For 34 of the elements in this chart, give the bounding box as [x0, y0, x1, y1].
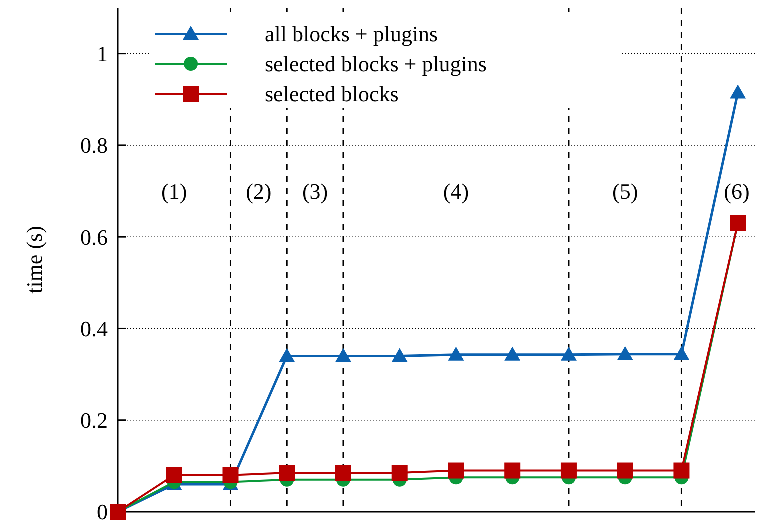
annotation: (5): [612, 179, 638, 204]
y-tick-label: 0.2: [80, 408, 108, 434]
annotation: (6): [724, 179, 750, 204]
point: [504, 346, 521, 361]
point: [560, 346, 577, 361]
point: [166, 467, 182, 484]
y-tick-label: 0.8: [80, 133, 108, 158]
annotation: (2): [246, 179, 272, 204]
point: [617, 346, 634, 360]
legend-label: selected blocks + plugins: [265, 52, 487, 77]
point: [560, 462, 577, 479]
point: [617, 462, 634, 479]
legend-label: selected blocks: [265, 82, 399, 107]
point: [335, 465, 352, 482]
annotation: (1): [162, 179, 188, 204]
annotation: (3): [302, 179, 328, 204]
y-tick-label: 0.6: [80, 224, 108, 250]
point: [222, 467, 239, 484]
point: [448, 346, 464, 361]
y-tick-label: 1: [97, 42, 108, 67]
legend-label: all blocks + plugins: [265, 22, 438, 47]
annotation: (4): [443, 179, 470, 204]
point: [504, 462, 521, 479]
point: [674, 462, 690, 479]
point: [392, 465, 408, 482]
y-tick-label: 0.4: [80, 316, 108, 342]
point: [674, 346, 690, 360]
y-tick-label: 0: [97, 500, 108, 525]
point: [335, 348, 352, 362]
point: [392, 348, 408, 362]
point: [448, 462, 464, 479]
y-axis-title: time (s): [22, 226, 47, 294]
point: [279, 465, 296, 482]
point: [279, 348, 296, 362]
